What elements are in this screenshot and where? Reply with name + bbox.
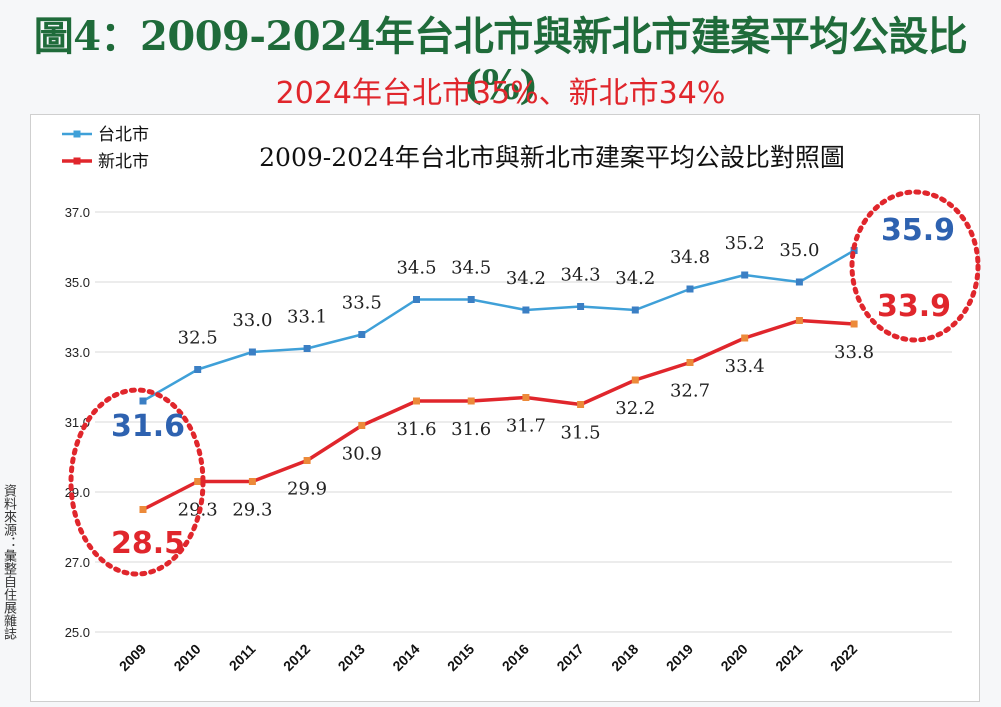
series-line-taipei (142, 249, 855, 403)
data-point (795, 317, 803, 324)
data-label: 30.9 (342, 444, 382, 465)
data-label: 31.5 (561, 423, 601, 444)
data-point (358, 422, 366, 429)
y-tick-label: 27.0 (65, 555, 90, 570)
data-label: 34.2 (506, 268, 546, 289)
data-label: 33.8 (834, 342, 874, 363)
x-tick-label: 2010 (170, 641, 203, 674)
data-point (467, 397, 475, 405)
data-label: 31.6 (451, 419, 491, 440)
series-line-new-taipei (142, 318, 855, 512)
x-tick-label: 2020 (717, 641, 750, 674)
data-point (850, 247, 858, 254)
chart-title: 2009-2024年台北市與新北市建案平均公設比對照圖 (259, 143, 845, 172)
x-tick-label: 2022 (827, 641, 860, 674)
data-label: 32.2 (615, 398, 655, 419)
source-note: 資料來源：彙整自住展雜誌 (1, 484, 16, 640)
callout-taipei-2022: 35.9 (881, 213, 955, 248)
data-label: 34.5 (451, 258, 491, 279)
data-label: 33.5 (342, 293, 382, 314)
data-label: 33.4 (725, 356, 765, 377)
x-tick-label: 2021 (772, 641, 805, 674)
y-tick-label: 35.0 (65, 275, 90, 290)
x-tick-label: 2018 (608, 641, 641, 674)
data-label: 33.0 (232, 310, 272, 331)
x-tick-label: 2016 (499, 641, 532, 674)
data-point (577, 303, 585, 310)
x-tick-label: 2012 (280, 641, 313, 674)
callout-taipei-2009: 31.6 (111, 409, 185, 444)
data-point (631, 376, 639, 384)
x-tick-label: 2015 (444, 641, 477, 674)
data-point (139, 506, 147, 513)
y-tick-label: 25.0 (65, 625, 90, 640)
x-tick-label: 2011 (226, 641, 259, 674)
x-tick-label: 2009 (116, 641, 149, 674)
legend-label-taipei: 台北市 (98, 125, 149, 145)
x-tick-label: 2019 (663, 641, 696, 674)
data-point (194, 366, 202, 373)
data-label: 35.2 (725, 233, 765, 254)
data-point (413, 296, 420, 303)
data-point (248, 478, 256, 485)
data-label: 32.7 (670, 381, 710, 402)
data-label: 29.9 (287, 479, 327, 500)
page-title: 圖4：2009-2024年台北市與新北市建案平均公設比(%) (33, 13, 968, 109)
series-group (139, 247, 858, 513)
callout-new-taipei-2022: 33.9 (877, 289, 951, 324)
data-point (303, 345, 311, 352)
highlight-ellipse-start (68, 387, 206, 577)
data-point (139, 397, 147, 405)
data-label: 34.5 (396, 258, 436, 279)
y-tick-label: 37.0 (65, 205, 90, 220)
x-tick-label: 2014 (389, 641, 422, 674)
data-point (413, 397, 420, 405)
data-point (577, 401, 585, 408)
data-label: 33.1 (287, 307, 327, 328)
highlight-ellipse-end (849, 189, 981, 343)
data-point (741, 271, 749, 279)
data-point (631, 306, 639, 314)
legend-item-taipei: 台北市 (62, 125, 149, 145)
data-point (248, 348, 256, 356)
highlight-callouts: 31.6 28.5 35.9 33.9 (68, 189, 981, 577)
y-tick-label: 29.0 (65, 485, 90, 500)
data-point (686, 359, 694, 366)
data-point (795, 278, 803, 286)
legend-marker-taipei (73, 130, 81, 138)
data-label: 31.7 (506, 416, 546, 437)
data-point (850, 320, 858, 328)
data-point (741, 334, 749, 342)
data-point (194, 478, 202, 485)
data-label: 34.8 (670, 247, 710, 268)
legend-item-new-taipei: 新北市 (62, 152, 149, 172)
data-point (522, 306, 530, 314)
data-label: 35.0 (779, 240, 819, 261)
page-subtitle: 2024年台北市35%、新北市34% (275, 76, 726, 111)
data-label: 34.3 (561, 265, 601, 286)
data-label: 32.5 (178, 328, 218, 349)
data-point (467, 296, 475, 303)
data-point (686, 285, 694, 293)
data-label: 31.6 (396, 419, 436, 440)
data-point (303, 457, 311, 464)
legend-marker-new-taipei (73, 157, 81, 165)
callout-new-taipei-2009: 28.5 (111, 526, 185, 561)
x-tick-label: 2013 (335, 641, 368, 674)
legend-label-new-taipei: 新北市 (98, 152, 149, 172)
data-labels: 32.5 33.0 33.1 33.5 34.5 34.5 34.2 34.3 34.2 34.8… (178, 233, 874, 521)
x-axis: 2009 2010 2011 2012 2013 2014 2015 2016 2017 2018… (116, 641, 861, 674)
data-point (358, 331, 366, 338)
data-label: 34.2 (615, 268, 655, 289)
data-point (522, 394, 530, 401)
y-tick-label: 33.0 (65, 345, 90, 360)
x-tick-label: 2017 (553, 641, 586, 674)
gridlines (95, 211, 952, 633)
legend: 台北市 新北市 (62, 125, 149, 172)
data-label: 29.3 (232, 500, 272, 521)
